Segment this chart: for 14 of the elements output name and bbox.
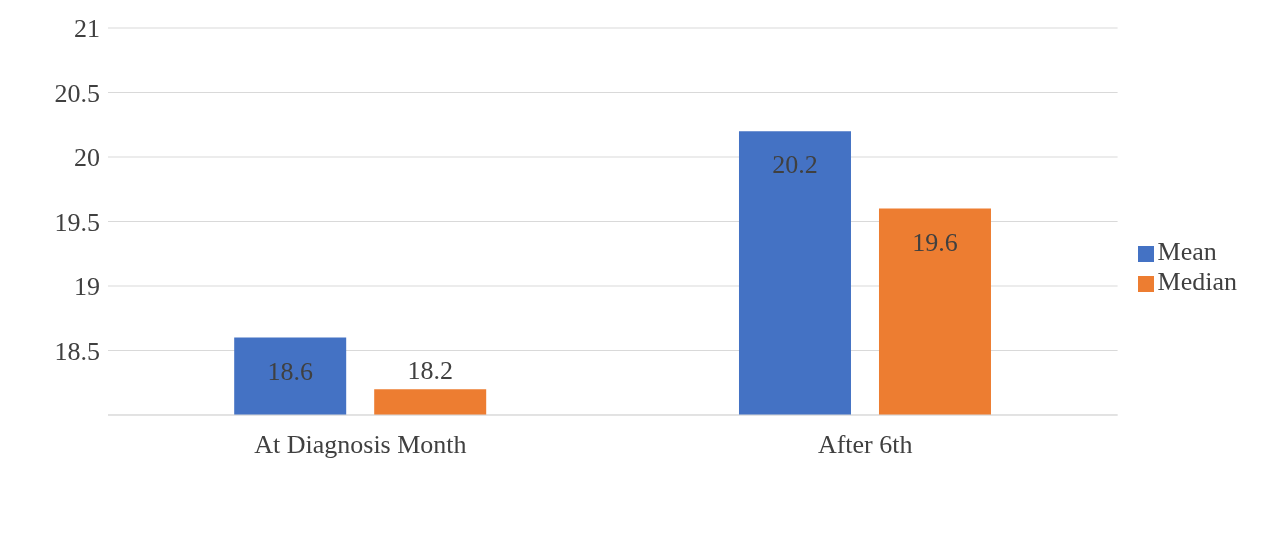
y-tick-label: 20.5 (54, 78, 100, 108)
data-label: 18.2 (407, 356, 453, 386)
y-tick-label: 18.5 (54, 336, 100, 366)
legend-label: Mean (1157, 236, 1217, 266)
x-tick-label: At Diagnosis Month (254, 430, 467, 459)
y-tick-label: 21 (74, 14, 100, 44)
x-tick-label: After 6th (817, 430, 913, 459)
y-tick-label: 19 (74, 272, 100, 302)
data-label: 20.2 (772, 150, 818, 180)
y-tick-label: 20 (74, 143, 100, 173)
data-label: 19.6 (912, 227, 958, 257)
legend-label: Median (1157, 266, 1237, 296)
y-tick-label: 19.5 (54, 207, 100, 237)
data-label: 18.6 (267, 356, 313, 386)
